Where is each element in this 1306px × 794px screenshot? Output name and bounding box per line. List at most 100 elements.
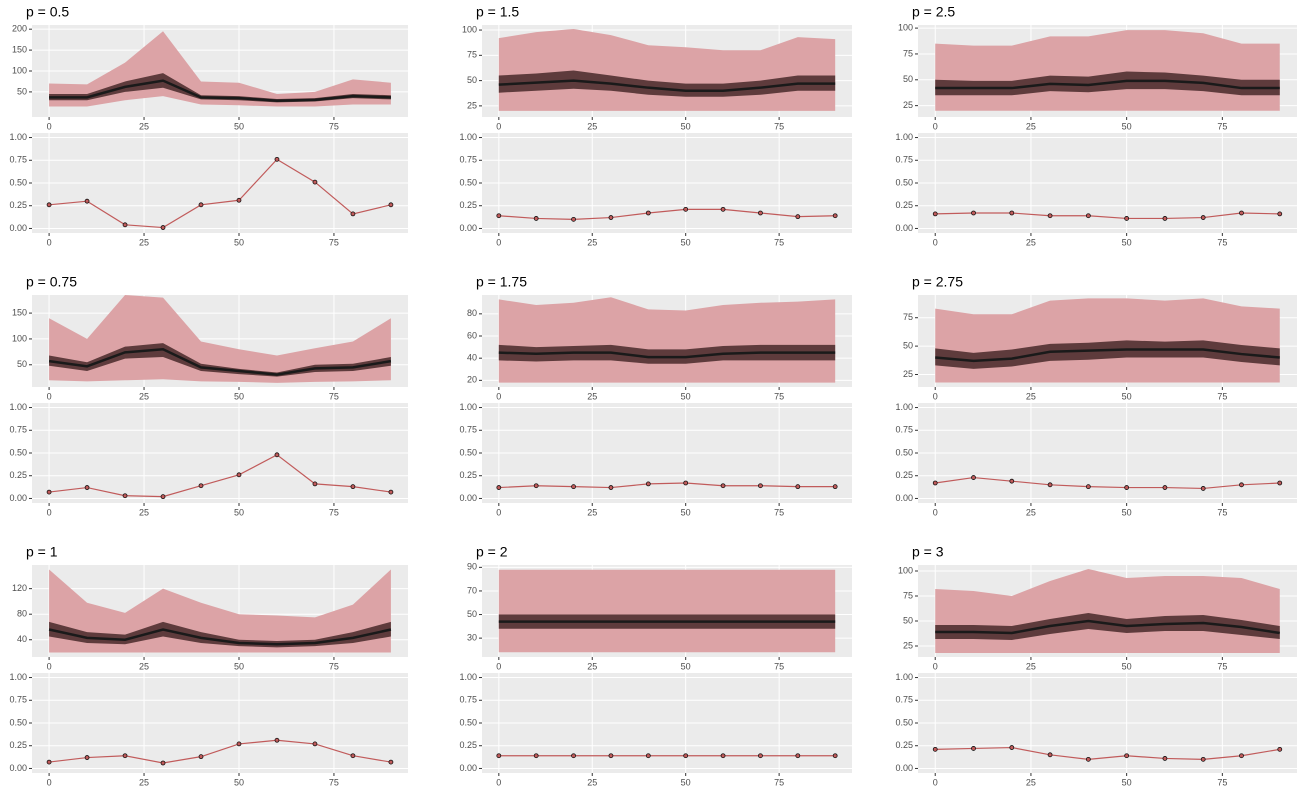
point: [832, 753, 838, 759]
point: [683, 480, 689, 486]
point: [795, 753, 801, 759]
y-tick-label: 50: [903, 340, 913, 350]
y-tick-label: 150: [12, 307, 27, 317]
x-tick-label: 25: [1026, 777, 1036, 787]
point: [122, 753, 128, 759]
median-line: [935, 79, 1280, 90]
x-tick-label: 50: [681, 661, 691, 671]
x-tick-label: 25: [1026, 661, 1036, 671]
point: [795, 484, 801, 490]
point: [84, 198, 90, 204]
point: [122, 222, 128, 228]
point: [720, 206, 726, 212]
x-tick-label: 75: [774, 507, 784, 517]
point: [971, 475, 976, 480]
y-tick-label: 0.75: [895, 155, 913, 165]
point: [971, 746, 976, 751]
point: [1009, 745, 1015, 750]
point: [160, 494, 166, 500]
y-tick-label: 0.00: [9, 223, 27, 233]
x-tick-label: 0: [47, 391, 52, 401]
y-tick-label: 75: [903, 312, 913, 322]
x-tick-label: 25: [1026, 391, 1036, 401]
point: [496, 213, 502, 219]
panel-title: p = 1.75: [476, 274, 527, 290]
point: [758, 210, 763, 216]
x-tick-label: 75: [329, 237, 339, 247]
x-tick-label: 75: [774, 121, 784, 131]
y-tick-label: 0.25: [895, 470, 913, 480]
x-tick-label: 25: [587, 121, 597, 131]
point: [496, 753, 502, 759]
y-tick-label: 80: [467, 308, 477, 318]
point: [1047, 213, 1053, 219]
y-tick-label: 1.00: [9, 672, 27, 682]
x-tick-label: 50: [1122, 121, 1132, 131]
point: [1200, 215, 1206, 220]
x-tick-label: 25: [139, 507, 149, 517]
x-tick-label: 25: [587, 661, 597, 671]
y-tick-label: 0.25: [9, 200, 27, 210]
x-tick-label: 0: [496, 391, 501, 401]
y-tick-label: 0.25: [9, 470, 27, 480]
line: [935, 212, 1280, 220]
point: [683, 753, 689, 759]
point: [1047, 752, 1053, 758]
panel-title: p = 2.75: [912, 274, 963, 290]
point: [1085, 756, 1091, 762]
y-tick-label: 70: [467, 585, 477, 595]
inner-band: [935, 613, 1280, 640]
point: [1009, 478, 1015, 484]
x-tick-label: 50: [1122, 661, 1132, 671]
point: [571, 484, 576, 490]
y-tick-label: 40: [467, 353, 477, 363]
x-tick-label: 50: [681, 507, 691, 517]
y-tick-label: 0.75: [459, 695, 477, 705]
point: [720, 483, 726, 489]
point: [274, 452, 280, 458]
y-tick-label: 80: [17, 609, 27, 619]
point: [533, 216, 539, 221]
point: [608, 215, 614, 220]
point: [645, 481, 651, 487]
y-tick-label: 0.00: [459, 493, 477, 503]
point: [1162, 216, 1168, 221]
y-tick-label: 0.00: [459, 763, 477, 773]
point: [312, 179, 318, 185]
y-tick-label: 20: [467, 375, 477, 385]
point: [932, 480, 938, 486]
x-tick-label: 50: [234, 391, 244, 401]
line: [935, 746, 1280, 760]
x-tick-label: 75: [774, 777, 784, 787]
y-tick-label: 0.50: [895, 447, 913, 457]
x-tick-label: 0: [933, 777, 938, 787]
inner-band: [935, 340, 1280, 369]
panel-title: p = 0.75: [26, 274, 77, 290]
median-line: [48, 628, 392, 646]
point: [1085, 484, 1091, 490]
median-line: [498, 79, 836, 92]
point: [160, 225, 166, 230]
y-tick-label: 25: [467, 100, 477, 110]
y-tick-label: 1.00: [9, 402, 27, 412]
x-tick-label: 0: [496, 777, 501, 787]
y-tick-label: 50: [467, 75, 477, 85]
y-tick-label: 100: [12, 333, 27, 343]
y-tick-label: 75: [903, 48, 913, 58]
y-tick-label: 0.75: [459, 155, 477, 165]
x-tick-label: 75: [329, 507, 339, 517]
x-tick-label: 50: [234, 507, 244, 517]
y-tick-label: 0.25: [459, 740, 477, 750]
y-tick-label: 25: [903, 100, 913, 110]
x-tick-label: 0: [933, 391, 938, 401]
y-tick-label: 0.25: [459, 470, 477, 480]
x-tick-label: 50: [234, 237, 244, 247]
x-tick-label: 75: [774, 391, 784, 401]
x-tick-label: 50: [234, 121, 244, 131]
y-tick-label: 0.00: [895, 223, 913, 233]
y-tick-label: 1.00: [459, 402, 477, 412]
point: [198, 202, 204, 208]
y-tick-label: 30: [467, 633, 477, 643]
y-tick-label: 0.50: [9, 177, 27, 187]
x-tick-label: 50: [234, 777, 244, 787]
